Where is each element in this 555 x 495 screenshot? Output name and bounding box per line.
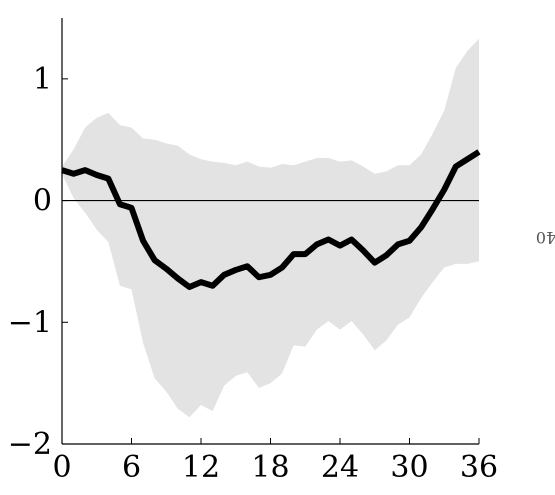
x-tick-label: 18 (251, 450, 289, 485)
x-tick-label: 36 (460, 450, 498, 485)
side-label: 40 (536, 228, 555, 247)
x-tick-label: 6 (122, 450, 141, 485)
series-line (61, 149, 481, 290)
series-line-layer (61, 149, 481, 290)
y-tick-label: 0 (33, 184, 52, 219)
tick-labels-layer: 10−1−20 6 12 18 24 30 36 (8, 62, 498, 485)
confidence-band (62, 38, 479, 418)
x-tick-label: 24 (321, 450, 359, 485)
axes-layer (61, 18, 480, 445)
x-tick-label: 0 (52, 450, 71, 485)
x-tick-label: 30 (390, 450, 428, 485)
y-tick-label: −2 (8, 427, 52, 462)
y-tick-label: 1 (33, 62, 52, 97)
x-tick-label: 12 (182, 450, 220, 485)
confidence-band-layer (62, 38, 479, 418)
y-tick-label: −1 (8, 305, 52, 340)
